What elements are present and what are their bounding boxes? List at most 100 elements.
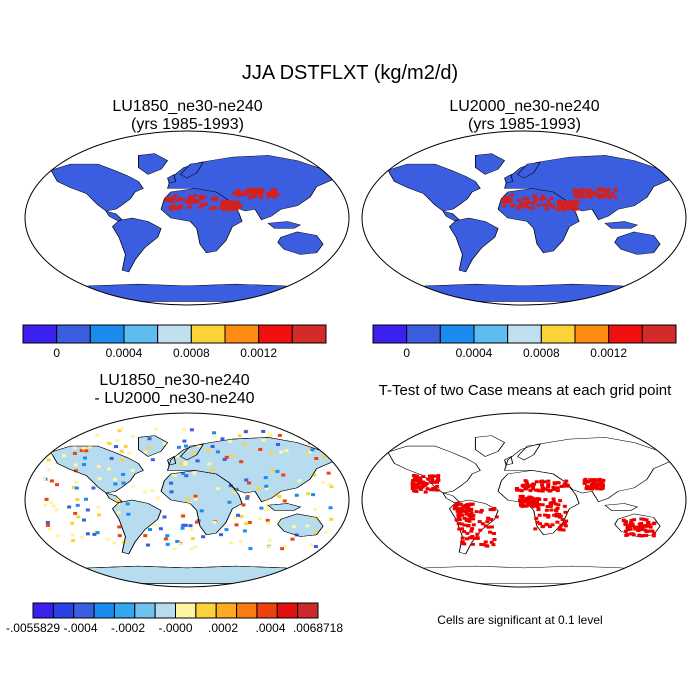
dust-cell [506,199,511,203]
diff-cell [282,499,287,503]
dust-cell [563,200,568,204]
significant-cell [433,487,438,491]
diff-cell [51,504,56,508]
significant-cell [621,518,626,522]
diff-cell [308,450,313,454]
diff-cell [206,449,211,453]
significant-cell [582,481,587,485]
diff-cell [248,547,253,551]
significant-cell [629,532,634,536]
significant-cell [517,488,522,492]
significant-cell [471,513,476,517]
significant-cell [462,523,467,527]
significant-cell [485,520,490,524]
colorbar-swatch [195,602,217,619]
diff-cell [169,481,174,485]
diff-cell [48,452,53,456]
diff-cell [183,460,188,464]
significant-cell [489,540,494,544]
significant-cell [518,500,523,504]
dust-cell [199,195,204,199]
significant-cell [555,506,560,510]
diff-cell [106,467,111,471]
significant-cell [592,483,597,487]
map-panel-3 [361,412,687,588]
significant-cell [533,527,538,531]
diff-cell [165,534,170,538]
significant-cell [483,524,488,528]
diff-cell [227,500,232,504]
diff-cell [73,469,78,473]
diff-cell [194,520,199,524]
significant-cell [414,479,419,483]
significant-cell [637,524,642,528]
significant-cell [645,530,650,534]
significant-cell [530,503,535,507]
diff-cell [326,471,331,475]
dust-cell [610,192,615,196]
dust-cell [565,203,570,207]
significant-cell [514,488,519,492]
significant-cell [552,482,557,486]
significant-cell [460,513,465,517]
diff-cell [75,498,80,502]
significant-cell [430,476,435,480]
significant-cell [465,506,470,510]
diff-cell [87,445,92,449]
diff-cell [310,448,315,452]
diff-cell [190,537,195,541]
significant-cell [465,531,470,535]
significant-cell [526,501,531,505]
significant-cell [624,533,629,537]
significant-cell [557,512,562,516]
significant-cell [648,525,653,529]
diff-cell [45,523,50,527]
significant-cell [588,485,593,489]
significant-cell [418,487,423,491]
significant-cell [547,489,552,493]
significant-cell [595,487,600,491]
dust-cell [517,205,522,209]
diff-cell [62,427,67,431]
diff-cell [219,533,224,537]
dust-cell [165,195,170,199]
diff-cell [114,499,119,503]
diff-cell [181,428,186,432]
diff-cell [175,454,180,458]
significant-cell [482,543,487,547]
significant-cell [523,497,528,501]
significant-cell [600,482,605,486]
diff-cell [312,473,317,477]
colorbar-swatch [276,602,299,619]
colorbar-tick-label: 0.0004 [455,346,493,360]
significant-cell [421,475,426,479]
diff-cell [329,485,334,489]
diff-cell [147,446,152,450]
colorbar-tick-label: 0 [53,346,60,360]
colorbar-tick-label: .0002 [207,621,239,635]
dust-cell [166,199,171,203]
dust-cell [202,195,207,199]
colorbar-swatch [22,324,58,344]
significant-cell [543,498,548,502]
significant-cell [637,533,642,537]
colorbar-tick-label: -.0000 [158,621,193,635]
colorbar-swatch [224,324,260,344]
dust-cell [178,196,183,200]
diff-cell [283,544,288,548]
dust-cell [585,191,590,195]
colorbar-swatch [574,324,610,344]
significant-cell [633,527,638,531]
colorbar-tick-label: -.0004 [63,621,98,635]
dust-cell [569,201,574,205]
significant-cell [551,497,556,501]
significant-cell [554,512,559,516]
diff-cell [265,504,270,508]
diff-cell [61,453,66,457]
significant-cell [640,526,645,530]
diff-cell [131,434,136,438]
significant-cell [531,482,536,486]
significant-cell [562,482,567,486]
diff-cell [84,449,89,453]
dust-cell [223,202,228,206]
